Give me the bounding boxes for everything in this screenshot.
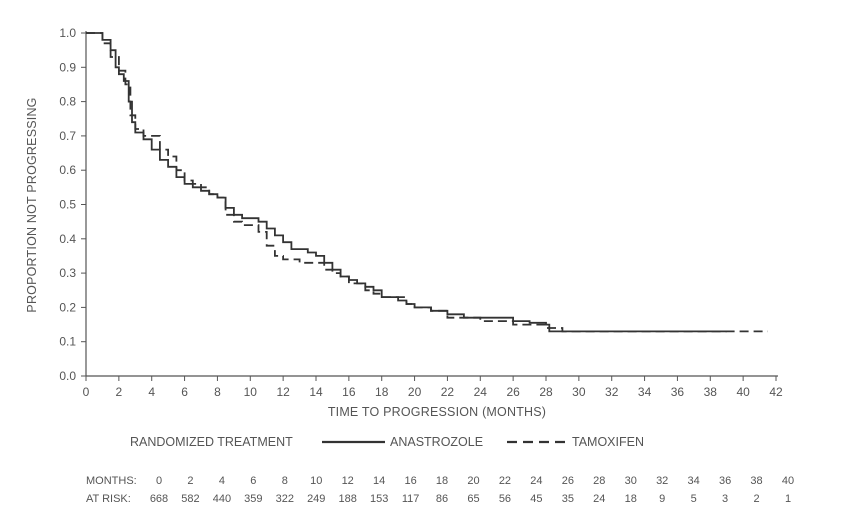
at-risk-table: MONTHS: AT RISK: 0 2 4 6 8 10 12 14 16 18 20 22 24 26… [86,475,794,505]
y-axis-title: PROPORTION NOT PROGRESSING [25,97,39,312]
at-risk-count: 668 [150,493,168,505]
x-tick-label: 6 [181,385,188,399]
x-tick-label: 28 [539,385,553,399]
x-tick-label: 30 [572,385,586,399]
at-risk-month: 30 [625,475,637,487]
at-risk-month: 22 [499,475,511,487]
at-risk-count: 359 [244,493,262,505]
at-risk-month: 24 [530,475,542,487]
x-tick-label: 14 [309,385,323,399]
x-tick-label: 42 [769,385,783,399]
at-risk-count: 56 [499,493,511,505]
y-tick-label: 0.4 [59,232,76,246]
x-tick-label: 32 [605,385,619,399]
y-tick-label: 0.6 [59,163,76,177]
y-tick-label: 0.9 [59,60,76,74]
y-tick-label: 0.0 [59,369,76,383]
at-risk-month: 16 [404,475,416,487]
at-risk-counts-row: 668 582 440 359 322 249 188 153 117 86 65 56 45 35 24 1… [150,493,791,505]
x-tick-label: 16 [342,385,356,399]
at-risk-month: 36 [719,475,731,487]
at-risk-month: 10 [310,475,322,487]
at-risk-count: 1 [785,493,791,505]
at-risk-month: 20 [467,475,479,487]
x-tick-label: 18 [375,385,389,399]
at-risk-months-row: 0 2 4 6 8 10 12 14 16 18 20 22 24 26 28 30 32 34 36 38 40 [156,475,794,487]
at-risk-count: 322 [276,493,294,505]
at-risk-months-label: MONTHS: [86,475,137,487]
at-risk-month: 0 [156,475,162,487]
at-risk-count: 117 [402,493,420,505]
at-risk-month: 26 [562,475,574,487]
legend-label-tamoxifen: TAMOXIFEN [572,435,644,449]
x-tick-label: 20 [408,385,422,399]
x-tick-label: 36 [671,385,685,399]
x-tick-label: 10 [244,385,258,399]
at-risk-count: 440 [213,493,231,505]
at-risk-month: 2 [187,475,193,487]
y-tick-label: 0.8 [59,95,76,109]
at-risk-count: 35 [562,493,574,505]
at-risk-month: 6 [250,475,256,487]
at-risk-count: 65 [467,493,479,505]
at-risk-count: 2 [753,493,759,505]
x-tick-label: 4 [148,385,155,399]
x-tick-label: 22 [441,385,455,399]
x-tick-label: 24 [474,385,488,399]
y-tick-label: 0.5 [59,198,76,212]
x-tick-label: 2 [116,385,123,399]
x-tick-label: 34 [638,385,652,399]
at-risk-count: 249 [307,493,325,505]
legend: RANDOMIZED TREATMENT ANASTROZOLE TAMOXIF… [130,435,644,449]
x-tick-label: 8 [214,385,221,399]
series-line-anastrozole [86,32,727,333]
at-risk-month: 4 [219,475,225,487]
at-risk-month: 18 [436,475,448,487]
at-risk-count: 24 [593,493,605,505]
x-axis: 0 2 4 6 8 10 12 14 16 18 20 22 24 26 28 30 32 34 36 38 40 42 [83,375,783,399]
x-axis-title: TIME TO PROGRESSION (MONTHS) [328,405,546,419]
x-tick-label: 38 [704,385,718,399]
legend-label-anastrozole: ANASTROZOLE [390,435,483,449]
at-risk-month: 28 [593,475,605,487]
at-risk-count: 3 [722,493,728,505]
at-risk-month: 8 [282,475,288,487]
x-tick-label: 26 [506,385,520,399]
series-line-tamoxifen [86,32,768,333]
at-risk-month: 34 [688,475,700,487]
y-tick-label: 0.3 [59,266,76,280]
at-risk-month: 14 [373,475,385,487]
at-risk-month: 38 [750,475,762,487]
at-risk-month: 32 [656,475,668,487]
at-risk-count: 9 [659,493,665,505]
at-risk-count: 18 [625,493,637,505]
y-tick-label: 1.0 [59,26,76,40]
legend-title: RANDOMIZED TREATMENT [130,435,293,449]
at-risk-month: 12 [342,475,354,487]
at-risk-count: 153 [370,493,388,505]
x-tick-label: 40 [736,385,750,399]
x-tick-label: 12 [276,385,290,399]
at-risk-count: 582 [181,493,199,505]
at-risk-count: 45 [530,493,542,505]
at-risk-count: 86 [436,493,448,505]
y-axis: 0.0 0.1 0.2 0.3 0.4 0.5 0.6 0.7 0.8 0.9 1.0 [59,26,87,383]
at-risk-count-label: AT RISK: [86,493,131,505]
x-tick-label: 0 [83,385,90,399]
series-layer [86,32,768,333]
y-tick-label: 0.7 [59,129,76,143]
at-risk-count: 5 [691,493,697,505]
at-risk-count: 188 [339,493,357,505]
y-tick-label: 0.1 [59,335,76,349]
y-tick-label: 0.2 [59,300,76,314]
at-risk-month: 40 [782,475,794,487]
